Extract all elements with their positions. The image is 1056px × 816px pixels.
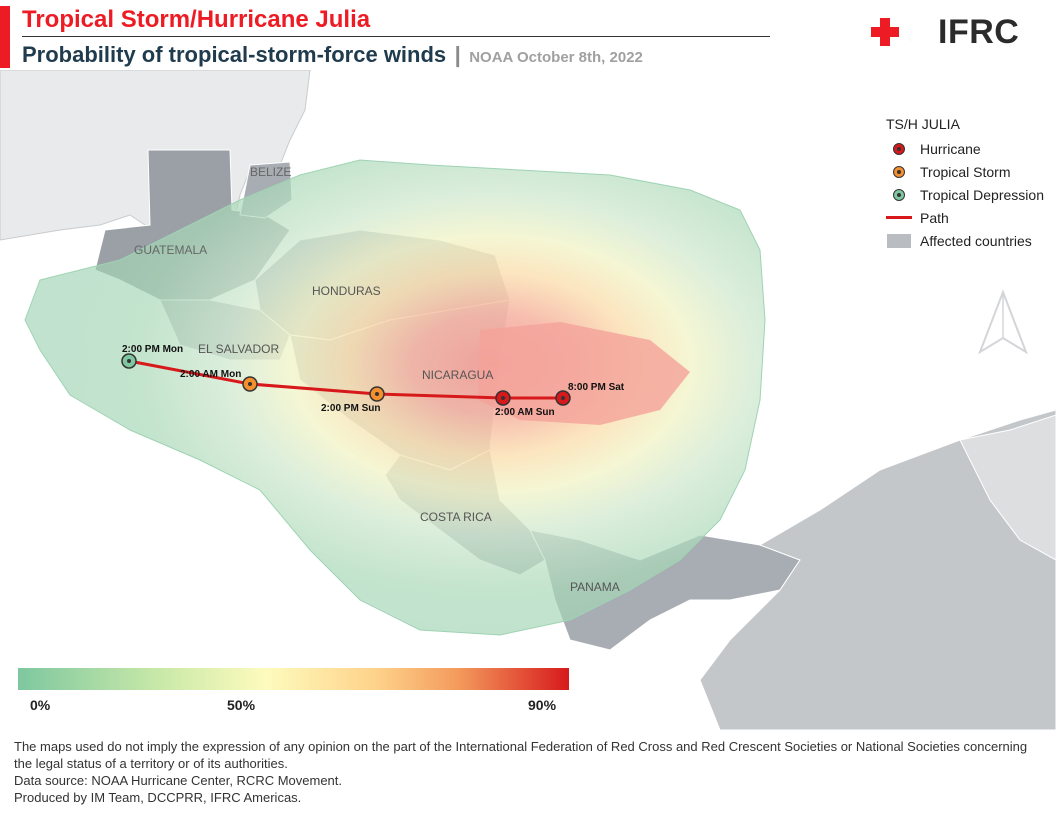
land-colombia bbox=[699, 409, 1056, 730]
svg-text:2:00 PM Mon: 2:00 PM Mon bbox=[122, 344, 183, 355]
track-point-2am-mon: 2:00 AM Mon bbox=[180, 369, 258, 392]
legend-label: Tropical Storm bbox=[920, 163, 1011, 180]
produced-by-text: Produced by IM Team, DCCPRR, IFRC Americ… bbox=[14, 790, 302, 805]
red-cross-crescent-icon bbox=[871, 18, 920, 46]
scale-tick-50: 50% bbox=[227, 697, 256, 713]
country-label-costa-rica: COSTA RICA bbox=[420, 510, 492, 524]
title-divider bbox=[22, 36, 770, 37]
track-point-2pm-sun: 2:00 PM Sun bbox=[321, 386, 385, 414]
svg-text:2:00 AM Sun: 2:00 AM Sun bbox=[495, 407, 555, 418]
track-point-2pm-mon: 2:00 PM Mon bbox=[121, 344, 183, 369]
affected-countries-swatch bbox=[887, 233, 911, 248]
country-label-guatemala: GUATEMALA bbox=[134, 243, 207, 257]
ifrc-logo: IFRC bbox=[868, 12, 1019, 52]
svg-text:2:00 PM Sun: 2:00 PM Sun bbox=[321, 403, 380, 414]
map-subtitle: Probability of tropical-storm-force wind… bbox=[22, 42, 447, 67]
country-label-el-salvador: EL SALVADOR bbox=[198, 342, 279, 356]
legend-item-tropical-storm: Tropical Storm bbox=[886, 160, 1044, 183]
legend-item-path: Path bbox=[886, 206, 1044, 229]
legend-item-affected-countries: Affected countries bbox=[886, 229, 1044, 252]
map-legend: TS/H JULIA Hurricane Tropical Storm Trop… bbox=[886, 116, 1044, 252]
probability-color-scale bbox=[18, 668, 569, 690]
country-label-belize: BELIZE bbox=[250, 165, 291, 179]
land-venezuela-coast bbox=[959, 414, 1056, 561]
country-label-nicaragua: NICARAGUA bbox=[422, 368, 493, 382]
tropical-depression-dot-icon bbox=[893, 188, 905, 201]
accent-bar bbox=[0, 6, 10, 68]
legend-item-hurricane: Hurricane bbox=[886, 137, 1044, 160]
data-source-text: Data source: NOAA Hurricane Center, RCRC… bbox=[14, 773, 343, 788]
legend-label: Hurricane bbox=[920, 140, 981, 157]
subtitle-row: Probability of tropical-storm-force wind… bbox=[22, 42, 643, 68]
wind-probability-swath bbox=[24, 159, 766, 636]
logo-text: IFRC bbox=[938, 12, 1020, 51]
legend-item-tropical-depression: Tropical Depression bbox=[886, 183, 1044, 206]
map-canvas: BELIZE GUATEMALA HONDURAS EL SALVADOR NI… bbox=[0, 70, 1056, 730]
data-source-date: NOAA October 8th, 2022 bbox=[469, 49, 643, 66]
north-arrow-icon bbox=[978, 289, 1028, 355]
hurricane-dot-icon bbox=[893, 142, 905, 155]
map-title: Tropical Storm/Hurricane Julia bbox=[22, 6, 371, 33]
tropical-storm-dot-icon bbox=[893, 165, 905, 178]
subtitle-separator: | bbox=[454, 42, 461, 67]
map-footer: The maps used do not imply the expressio… bbox=[14, 738, 1044, 806]
scale-tick-90: 90% bbox=[528, 697, 557, 713]
map-header: Tropical Storm/Hurricane Julia Probabili… bbox=[0, 0, 1056, 70]
svg-text:2:00 AM Mon: 2:00 AM Mon bbox=[180, 369, 241, 380]
track-point-2am-sun: 2:00 AM Sun bbox=[495, 390, 555, 418]
legend-label: Path bbox=[920, 209, 949, 226]
country-label-honduras: HONDURAS bbox=[312, 284, 381, 298]
legend-title: TS/H JULIA bbox=[886, 116, 960, 132]
country-label-panama: PANAMA bbox=[570, 580, 620, 594]
path-line-icon bbox=[886, 216, 912, 219]
legend-label: Tropical Depression bbox=[920, 186, 1044, 203]
disclaimer-text: The maps used do not imply the expressio… bbox=[14, 739, 1028, 771]
svg-text:8:00 PM Sat: 8:00 PM Sat bbox=[568, 382, 625, 393]
track-point-8pm-sat: 8:00 PM Sat bbox=[555, 382, 625, 406]
legend-label: Affected countries bbox=[920, 232, 1032, 249]
scale-tick-0: 0% bbox=[30, 697, 51, 713]
